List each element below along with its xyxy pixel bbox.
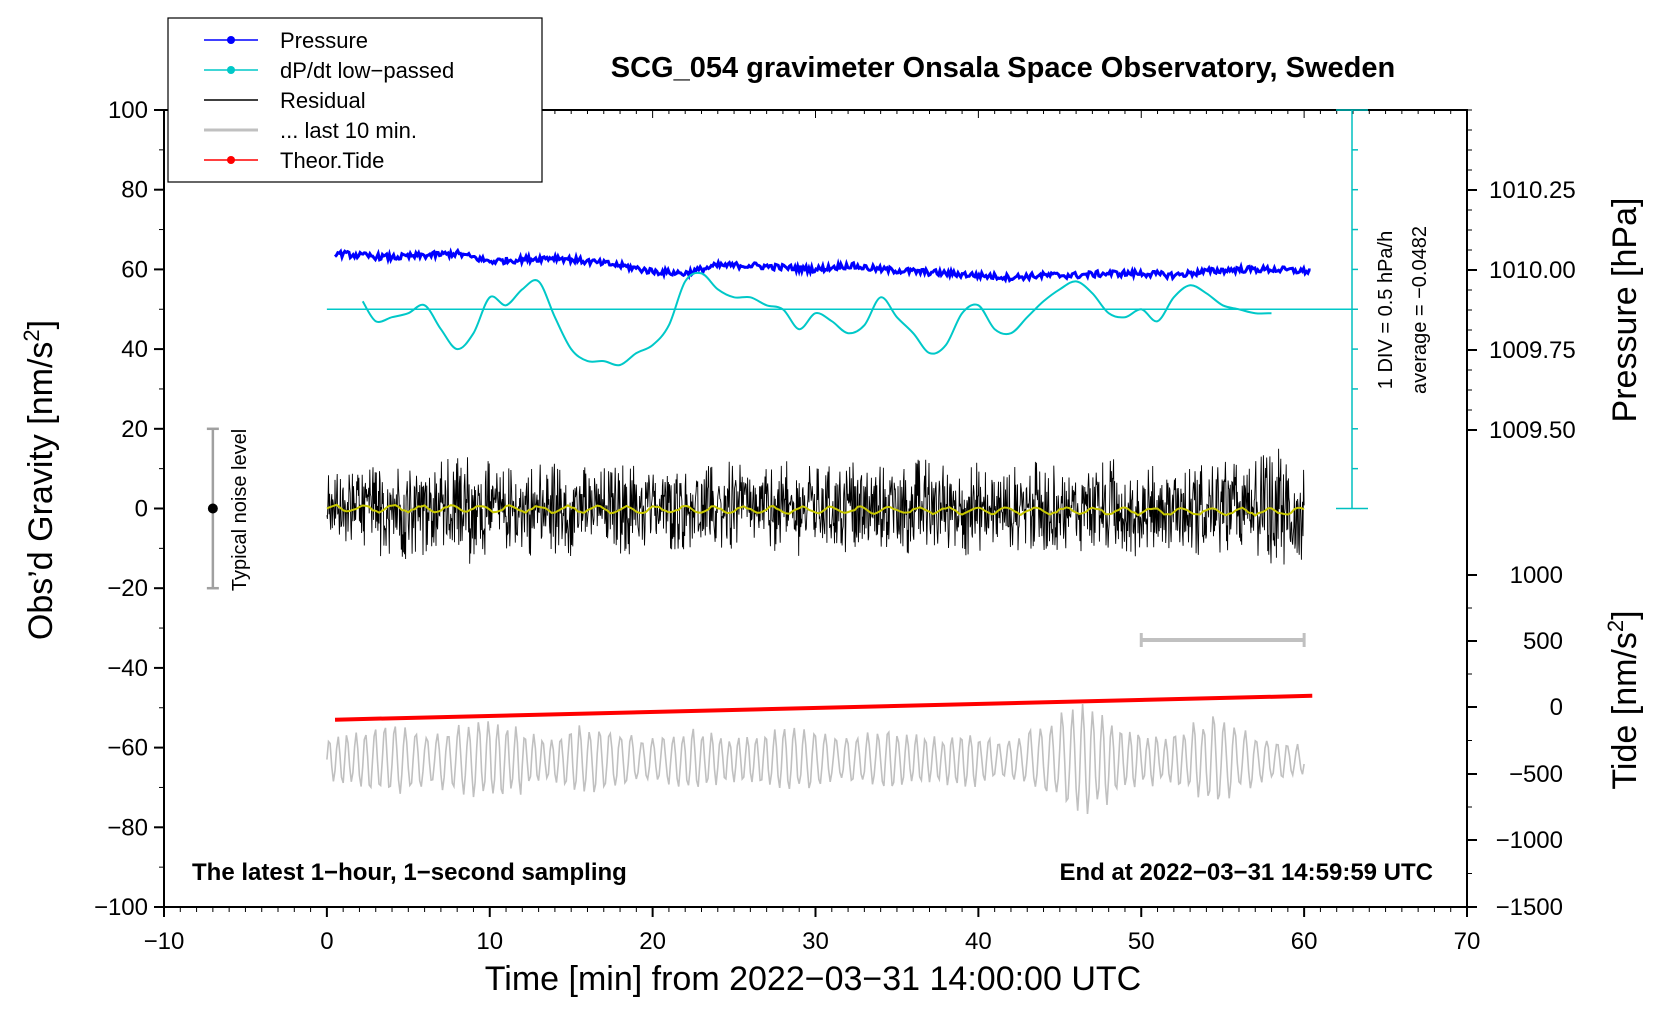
pressure-tick-label: 1009.50: [1489, 417, 1576, 444]
y-tick-label: −80: [107, 814, 148, 841]
y-axis-tide-title: Tide [nm/s2]: [1603, 610, 1644, 789]
y-left-title-main: Obs’d Gravity [nm/s: [22, 342, 60, 641]
legend-label: Theor.Tide: [280, 148, 384, 173]
x-axis-title: Time [min] from 2022−03−31 14:00:00 UTC: [485, 960, 1141, 998]
pressure-tick-label: 1010.25: [1489, 177, 1576, 204]
tide-tick-label: 500: [1523, 628, 1563, 655]
y-tick-label: 80: [121, 177, 148, 204]
chart-title: SCG_054 gravimeter Onsala Space Observat…: [611, 52, 1395, 84]
x-tick-label: 20: [639, 928, 666, 955]
residual-smooth-line: [326, 503, 1305, 517]
tide-tick-label: −500: [1509, 761, 1563, 788]
y-tick-label: −60: [107, 735, 148, 762]
dpdt-scale-label: 1 DIV = 0.5 hPa/h: [1375, 231, 1397, 389]
y-left-title-sup: 2: [19, 329, 44, 341]
legend-label: Residual: [280, 88, 366, 113]
y-axis-pressure-title: Pressure [hPa]: [1606, 198, 1644, 423]
pressure-tick-label: 1009.75: [1489, 337, 1576, 364]
x-axis: −10 0 10 20 30 40 50 60 70: [144, 907, 1481, 955]
y-left-title-tail: ]: [22, 320, 60, 329]
last-10-min-layer: [326, 703, 1305, 814]
noise-bar-dot: [207, 503, 218, 514]
y-tick-label: −100: [94, 894, 148, 921]
tide-line: [334, 693, 1313, 722]
pressure-layer: [333, 247, 1311, 284]
x-tick-label: 40: [965, 928, 992, 955]
legend-marker: [227, 36, 235, 44]
noise-level-bar: [206, 427, 219, 590]
tide-title-tail: ]: [1606, 610, 1644, 619]
x-tick-label: 60: [1291, 928, 1318, 955]
last-10-min-line: [326, 703, 1305, 814]
residual-layer: [326, 448, 1305, 565]
y-axis-left: −100 −80 −60 −40 −20 0 20 40 60 80 100: [94, 97, 164, 921]
dpdt-line: [361, 271, 1272, 367]
legend-label: dP/dt low−passed: [280, 58, 454, 83]
x-tick-label: 70: [1454, 928, 1481, 955]
pressure-line: [333, 247, 1311, 284]
y-tick-label: 100: [108, 97, 148, 124]
y-tick-label: 0: [135, 496, 148, 523]
x-tick-label: 0: [320, 928, 333, 955]
legend: Pressure dP/dt low−passed Residual ... last…: [167, 17, 543, 183]
y-axis-left-title: Obs’d Gravity [nm/s2]: [19, 320, 60, 640]
tide-tick-label: 0: [1550, 694, 1563, 721]
tide-tick-label: −1000: [1496, 827, 1563, 854]
x-tick-label: 10: [476, 928, 503, 955]
tide-layer: [334, 693, 1313, 722]
legend-label: Pressure: [280, 28, 368, 53]
tide-title-sup: 2: [1603, 620, 1628, 632]
tide-tick-label: 1000: [1510, 562, 1563, 589]
dpdt-layer: [326, 271, 1352, 367]
y-axis-right-tide: −1500 −1000 −500 0 500 1000: [1467, 562, 1563, 921]
y-tick-label: −40: [107, 655, 148, 682]
ten-minute-span-marker: [1139, 633, 1306, 648]
y-tick-label: 40: [121, 336, 148, 363]
footer-left-note: The latest 1−hour, 1−second sampling: [192, 859, 627, 886]
pressure-tick-label: 1010.00: [1489, 257, 1576, 284]
y-axis-right-pressure: 1009.50 1009.75 1010.00 1010.25: [1467, 109, 1576, 444]
x-tick-label: −10: [144, 928, 185, 955]
footer-right-note: End at 2022−03−31 14:59:59 UTC: [1059, 859, 1433, 886]
tide-title-main: Tide [nm/s: [1606, 632, 1644, 789]
y-tick-label: 20: [121, 416, 148, 443]
y-tick-label: 60: [121, 256, 148, 283]
x-tick-label: 50: [1128, 928, 1155, 955]
noise-level-label: Typical noise level: [229, 429, 251, 591]
legend-marker: [227, 66, 235, 74]
dpdt-average-label: average = −0.0482: [1409, 226, 1431, 394]
residual-line: [326, 448, 1305, 565]
legend-marker: [227, 156, 235, 164]
y-tick-label: −20: [107, 575, 148, 602]
legend-label: ... last 10 min.: [280, 118, 417, 143]
tide-tick-label: −1500: [1496, 894, 1563, 921]
x-tick-label: 30: [802, 928, 829, 955]
